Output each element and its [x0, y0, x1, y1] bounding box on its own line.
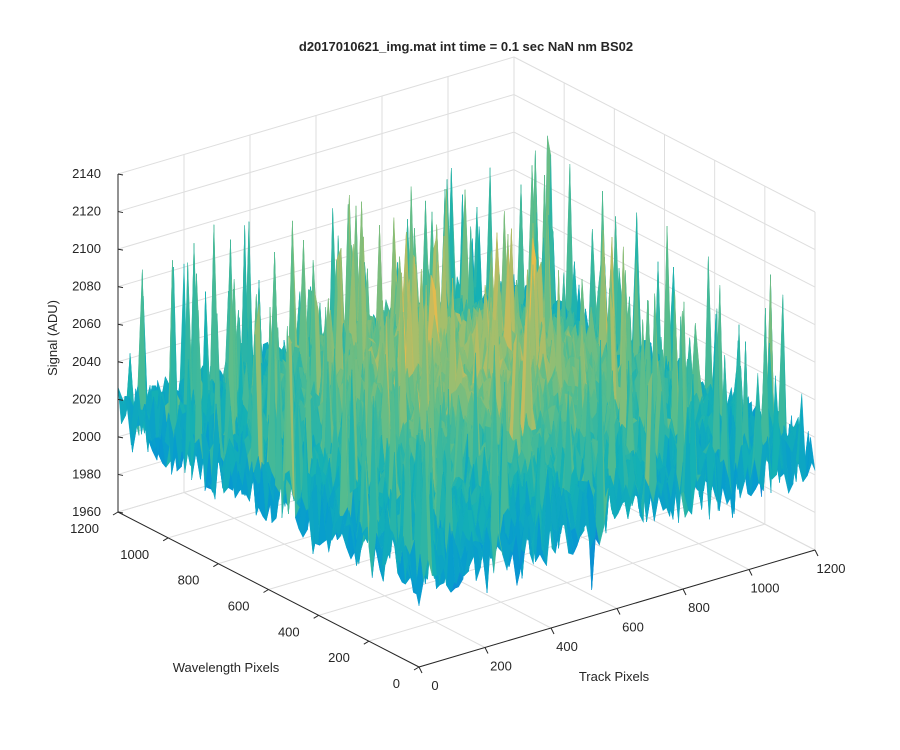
- floor-grid-y: [368, 523, 765, 642]
- wall-grid-z: [513, 169, 816, 326]
- wall-grid-z: [117, 94, 515, 213]
- wall-grid-z: [513, 94, 816, 251]
- wall-grid-z: [513, 56, 816, 213]
- wall-grid-z: [117, 56, 515, 175]
- wall-grid-z: [513, 131, 816, 288]
- chart-title: d2017010621_img.mat int time = 0.1 sec N…: [299, 39, 633, 54]
- surface: [117, 135, 816, 607]
- wall-grid-z: [117, 131, 515, 250]
